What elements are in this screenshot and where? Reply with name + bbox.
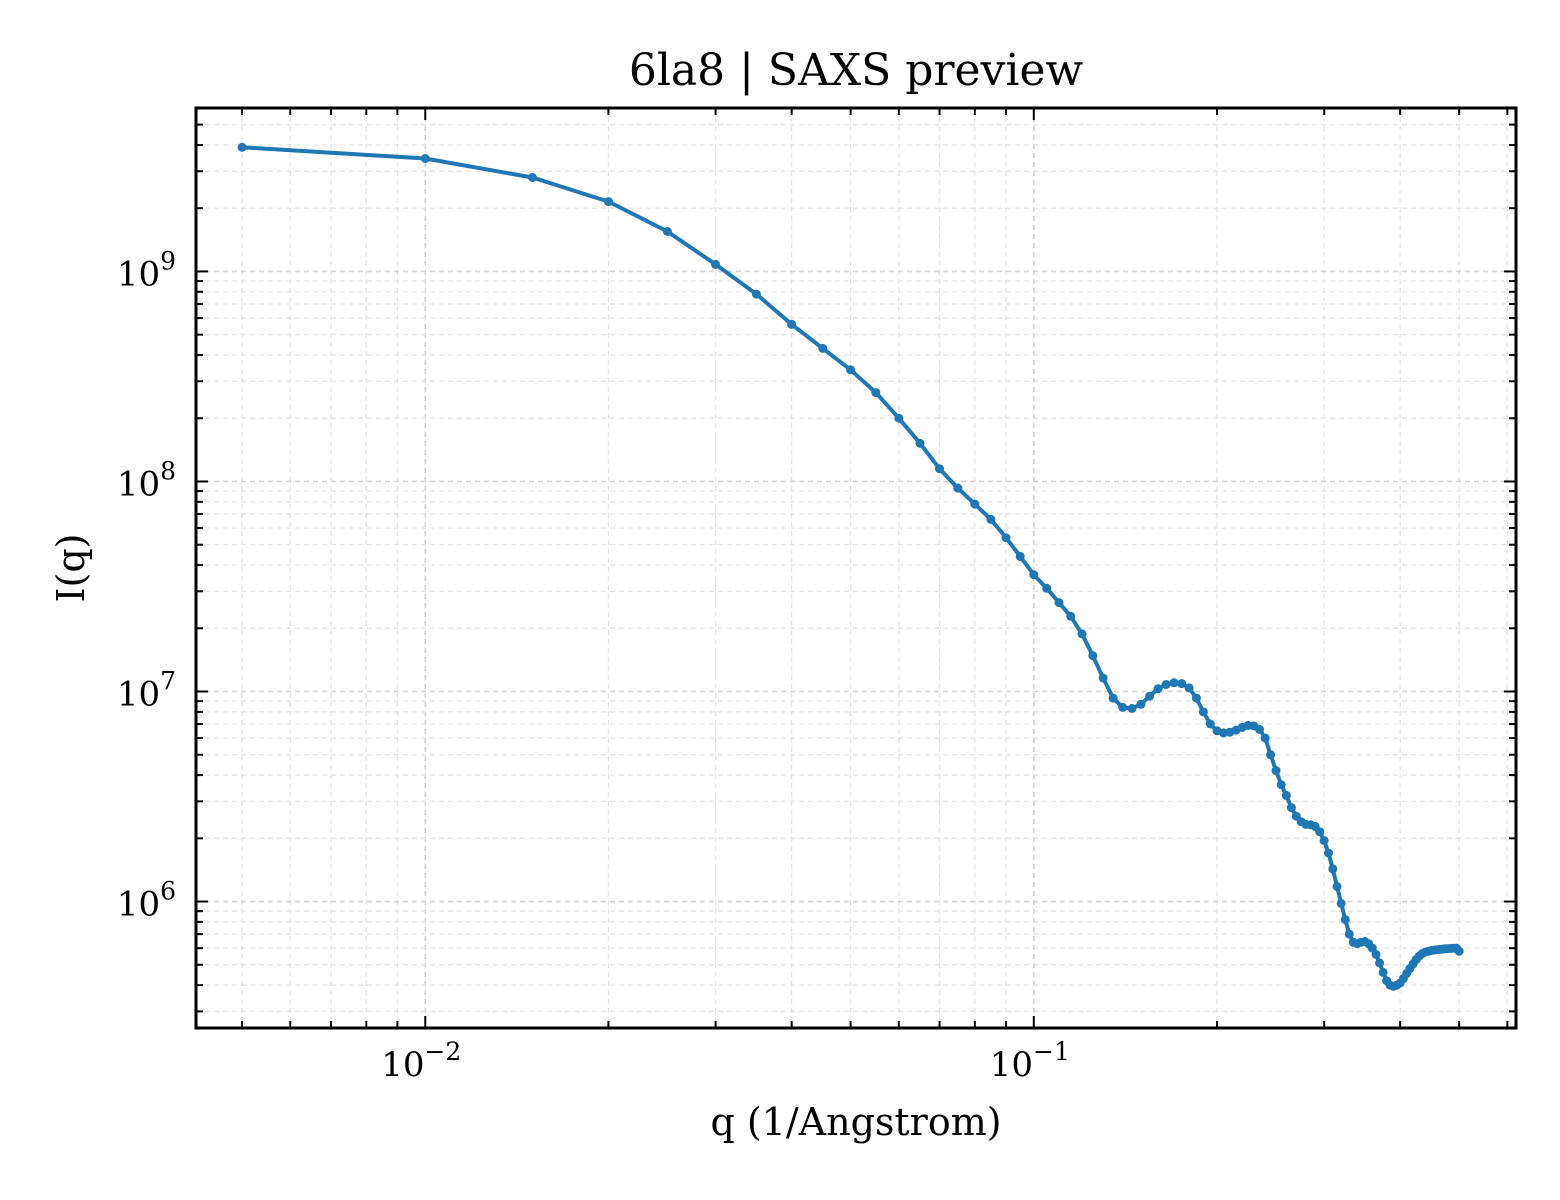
data-point — [1260, 733, 1270, 743]
y-axis-label: I(q) — [49, 534, 93, 603]
data-series — [237, 142, 1464, 991]
data-point — [1328, 864, 1338, 874]
data-point — [1198, 707, 1208, 717]
data-point — [1088, 651, 1098, 661]
data-point — [1145, 691, 1155, 701]
data-point — [1276, 780, 1286, 790]
data-point — [787, 319, 797, 329]
data-point — [1001, 533, 1011, 543]
data-point — [604, 197, 613, 207]
data-point — [1266, 750, 1276, 760]
data-point — [1191, 693, 1201, 703]
grid — [196, 107, 1516, 1028]
data-point — [871, 388, 881, 398]
data-point — [1255, 724, 1265, 734]
data-point — [986, 514, 996, 524]
data-point — [1029, 570, 1039, 580]
plot-frame — [194, 106, 1518, 1030]
data-point — [1177, 679, 1187, 689]
data-point — [1319, 836, 1329, 846]
data-point — [1271, 766, 1281, 776]
data-point — [1042, 583, 1052, 593]
data-point — [1015, 551, 1025, 561]
data-point — [1454, 946, 1464, 956]
data-point — [1108, 693, 1118, 703]
x-tick-label: 10−2 — [381, 1037, 461, 1085]
y-tick-label: 108 — [117, 456, 176, 504]
data-point — [894, 413, 904, 423]
data-point — [1118, 702, 1128, 712]
data-point — [1340, 915, 1350, 925]
data-point — [1077, 629, 1087, 639]
data-point — [970, 499, 980, 509]
data-point — [711, 259, 721, 269]
data-point — [1332, 881, 1342, 891]
data-point — [527, 173, 537, 182]
data-point — [1066, 611, 1076, 621]
data-point — [1161, 680, 1171, 689]
data-point — [237, 142, 247, 152]
data-point — [1315, 827, 1325, 837]
data-point — [1336, 898, 1346, 908]
data-point — [1153, 684, 1163, 694]
data-point — [1371, 949, 1381, 959]
data-point — [420, 154, 430, 163]
data-point — [1098, 673, 1108, 683]
data-point — [846, 365, 856, 375]
data-point — [751, 289, 761, 299]
data-point — [1169, 678, 1179, 688]
data-point — [935, 464, 944, 474]
data-point — [818, 343, 828, 353]
tick-labels: 10−2 10−1 106 107 108 109 — [117, 246, 1070, 1085]
x-axis-label: q (1/Angstrom) — [710, 1100, 1001, 1144]
chart-title: 6la8 | SAXS preview — [629, 45, 1084, 96]
data-point — [953, 483, 963, 493]
y-tick-label: 107 — [117, 667, 176, 715]
data-point — [1324, 848, 1333, 858]
data-point — [1054, 598, 1064, 608]
data-point — [1378, 967, 1388, 977]
data-point — [1127, 704, 1137, 713]
data-point — [1286, 803, 1296, 813]
x-tick-label: 10−1 — [990, 1037, 1070, 1085]
data-point — [1205, 719, 1215, 729]
y-tick-label: 106 — [117, 877, 176, 925]
data-point — [915, 438, 925, 448]
data-point — [1375, 958, 1385, 968]
data-point — [1344, 929, 1354, 939]
data-point — [1281, 790, 1291, 800]
data-point — [1184, 683, 1194, 693]
data-point — [662, 227, 672, 236]
data-point — [1136, 699, 1146, 709]
y-tick-label: 109 — [117, 246, 176, 294]
